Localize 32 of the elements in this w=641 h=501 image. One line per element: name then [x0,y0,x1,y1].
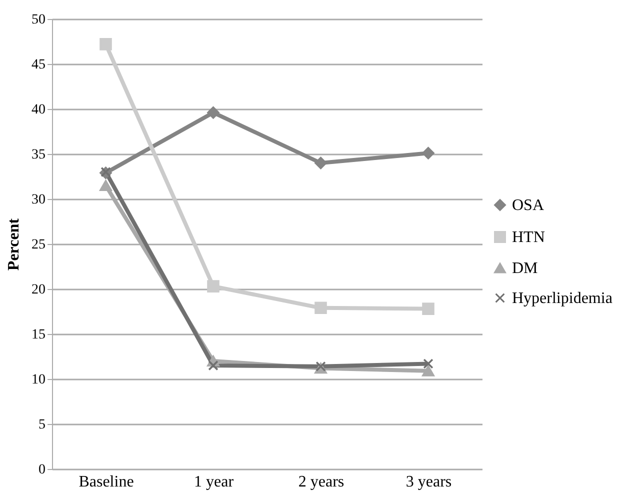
x-tick-label: 3 years [406,474,452,490]
point [100,180,112,191]
point [207,280,220,292]
y-axis-title: Percent [6,218,22,271]
y-tick-label: 40 [32,102,46,118]
y-tick-label: 50 [32,12,46,28]
point [423,358,434,369]
y-tick-label: 30 [32,192,46,208]
legend-label: DM [512,260,538,277]
y-tick-label: 45 [32,58,46,72]
point [207,106,220,119]
point [314,302,327,314]
x-tick-label: Baseline [78,474,134,490]
legend-label: Hyperlipidemia [512,290,612,307]
y-tick-label: 10 [32,372,46,388]
y-tick-label: 0 [38,462,46,478]
point [422,302,434,315]
point [422,146,434,160]
point [316,361,326,372]
point [314,156,327,170]
x-tick-label: 2 years [298,474,344,490]
legend-label: HTN [512,229,546,246]
legend-label: OSA [512,197,544,214]
x-tick-label: 1 year [194,474,234,490]
y-tick-label: 35 [32,148,46,162]
y-tick-label: 15 [32,328,46,342]
point [208,360,218,371]
y-tick-label: 5 [38,418,46,432]
point [422,365,434,376]
y-tick-label: 20 [32,282,46,298]
point [100,38,112,50]
y-tick-label: 25 [32,238,46,252]
